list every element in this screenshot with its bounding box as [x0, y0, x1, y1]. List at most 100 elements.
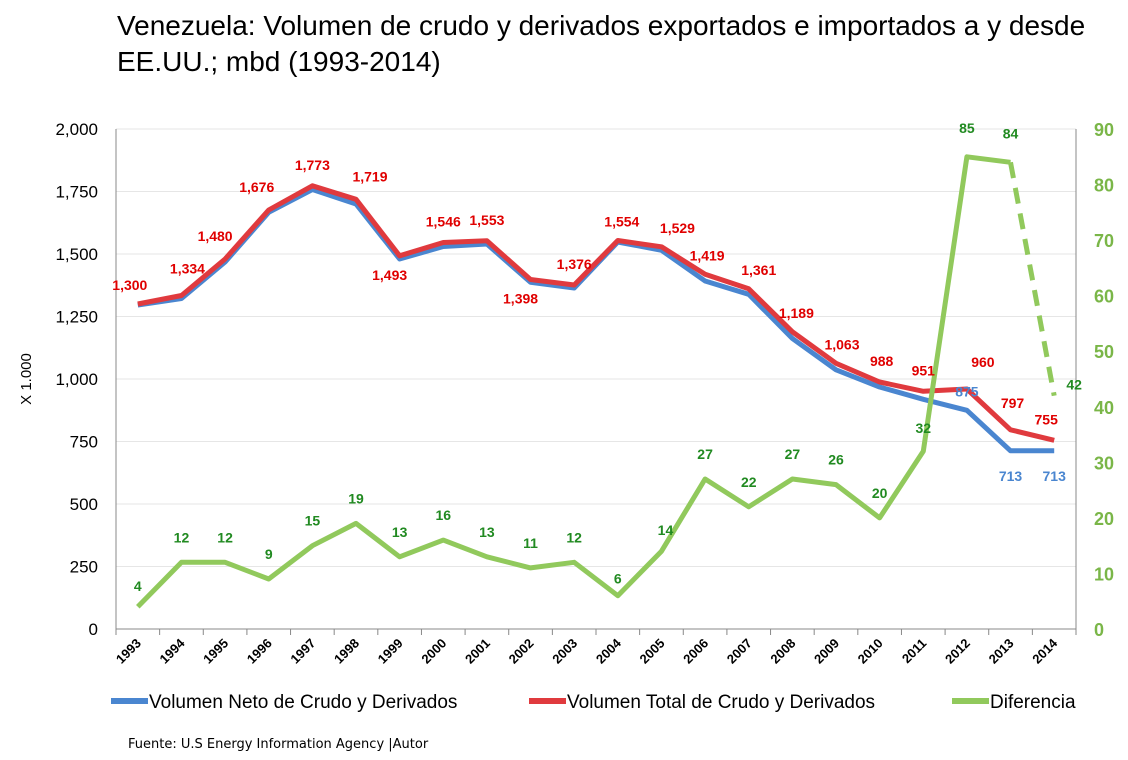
series-diferencia-dashed [1008, 161, 1057, 397]
data-label-total: 1,334 [170, 261, 205, 277]
data-label-total: 1,063 [824, 336, 859, 352]
series-neto-line [137, 187, 1055, 454]
data-label-total: 1,376 [557, 256, 592, 272]
x-tick-label: 2004 [593, 635, 625, 667]
legend: Volumen Neto de Crudo y Derivados Volumen… [111, 692, 1076, 713]
data-label-total: 1,773 [295, 157, 330, 173]
y2-tick-label: 70 [1094, 231, 1114, 251]
data-labels: 1,300 1,334 1,480 1,676 1,773 1,719 1,493 1,546… [112, 120, 1082, 594]
x-tick-label: 2009 [811, 636, 842, 667]
x-tick-label: 2007 [724, 636, 755, 667]
data-label-diferencia: 11 [523, 535, 538, 551]
y2-tick-label: 0 [1094, 620, 1104, 640]
data-label-diferencia: 15 [305, 513, 321, 529]
data-label-total: 1,546 [426, 214, 461, 230]
y2-tick-label: 80 [1094, 176, 1114, 196]
data-label-diferencia: 20 [872, 485, 888, 501]
y2-tick-label: 10 [1094, 564, 1114, 584]
y-axis-title: X 1.000 [18, 353, 35, 405]
data-label-diferencia: 22 [741, 474, 757, 490]
data-label-total: 797 [1001, 395, 1025, 411]
data-label-neto: 875 [955, 383, 979, 399]
y-tick-label: 750 [70, 433, 98, 452]
y-tick-label: 1,750 [55, 183, 98, 202]
axes: 0 250 500 750 1,000 1,250 1,500 1,750 2,000 0 10 20… [18, 120, 1114, 667]
series-diferencia-line [136, 154, 1011, 609]
y-tick-label: 500 [70, 495, 98, 514]
x-tick-label: 1997 [287, 636, 318, 667]
y-tick-label: 1,500 [55, 245, 98, 264]
data-label-diferencia: 6 [614, 571, 622, 587]
data-label-diferencia: 12 [174, 529, 190, 545]
x-tick-label: 1993 [113, 636, 144, 667]
x-tick-label: 1999 [375, 636, 406, 667]
y2-tick-label: 50 [1094, 342, 1114, 362]
x-tick-label: 2006 [680, 636, 711, 667]
x-tick-label: 2005 [637, 636, 668, 667]
data-label-total: 1,719 [352, 168, 387, 184]
data-label-total: 1,676 [239, 179, 274, 195]
y-tick-label: 250 [70, 558, 98, 577]
source-note: Fuente: U.S Energy Information Agency |A… [128, 737, 429, 752]
data-label-diferencia: 13 [479, 524, 495, 540]
x-tick-label: 1994 [157, 635, 189, 667]
x-tick-label: 1995 [200, 636, 231, 667]
data-label-diferencia: 27 [697, 446, 713, 462]
x-tick-label: 2001 [462, 636, 493, 667]
series-total-line [137, 183, 1055, 443]
data-label-diferencia: 19 [348, 490, 364, 506]
data-label-total: 951 [912, 362, 936, 378]
legend-label: Volumen Total de Crudo y Derivados [567, 692, 875, 713]
data-label-diferencia: 4 [134, 578, 142, 594]
y2-tick-label: 90 [1094, 120, 1114, 140]
data-label-total: 1,553 [469, 212, 504, 228]
data-label-total: 1,398 [503, 291, 538, 307]
x-tick-label: 1996 [244, 636, 275, 667]
data-label-diferencia: 13 [392, 524, 408, 540]
y2-tick-label: 20 [1094, 509, 1114, 529]
data-label-diferencia: 85 [959, 120, 975, 136]
y2-tick-label: 30 [1094, 453, 1114, 473]
data-label-total: 1,493 [372, 267, 407, 283]
grid-lines [116, 128, 1076, 567]
data-label-total: 1,554 [604, 214, 639, 230]
x-tick-label: 2014 [1029, 635, 1061, 667]
legend-label: Diferencia [990, 692, 1076, 713]
y-tick-label: 1,250 [55, 308, 98, 327]
x-tick-label: 2013 [986, 636, 1017, 667]
chart-title: Venezuela: Volumen de crudo y derivados … [117, 10, 1086, 77]
data-label-diferencia: 12 [566, 529, 582, 545]
data-label-diferencia: 16 [435, 507, 451, 523]
data-label-diferencia: 27 [785, 446, 801, 462]
data-label-diferencia: 32 [915, 420, 931, 436]
data-label-total: 755 [1035, 411, 1059, 427]
legend-label: Volumen Neto de Crudo y Derivados [149, 692, 457, 713]
data-label-total: 1,300 [112, 277, 147, 293]
data-label-diferencia: 26 [828, 452, 844, 468]
data-label-neto: 713 [1043, 468, 1067, 484]
data-label-diferencia: 12 [217, 529, 233, 545]
x-tick-label: 2010 [855, 636, 886, 667]
data-label-diferencia: 9 [265, 546, 273, 562]
data-label-diferencia: 14 [658, 522, 674, 538]
data-label-total: 1,529 [660, 220, 695, 236]
y-tick-label: 2,000 [55, 120, 98, 139]
x-tick-label: 2002 [506, 636, 537, 667]
data-label-diferencia: 42 [1066, 377, 1082, 393]
y2-tick-label: 40 [1094, 398, 1114, 418]
data-label-total: 1,419 [690, 247, 725, 263]
y-tick-label: 0 [89, 620, 98, 639]
x-tick-label: 2008 [767, 636, 798, 667]
x-tick-label: 1998 [331, 636, 362, 667]
data-label-diferencia: 84 [1003, 125, 1019, 141]
data-label-total: 988 [870, 353, 894, 369]
data-label-total: 1,480 [198, 228, 233, 244]
x-tick-label: 2003 [549, 636, 580, 667]
y2-tick-label: 60 [1094, 287, 1114, 307]
series-lines [136, 154, 1057, 609]
x-tick-label: 2012 [942, 636, 973, 667]
data-label-neto: 713 [999, 468, 1023, 484]
x-tick-label: 2011 [899, 636, 930, 667]
x-tick-label: 2000 [418, 636, 449, 667]
